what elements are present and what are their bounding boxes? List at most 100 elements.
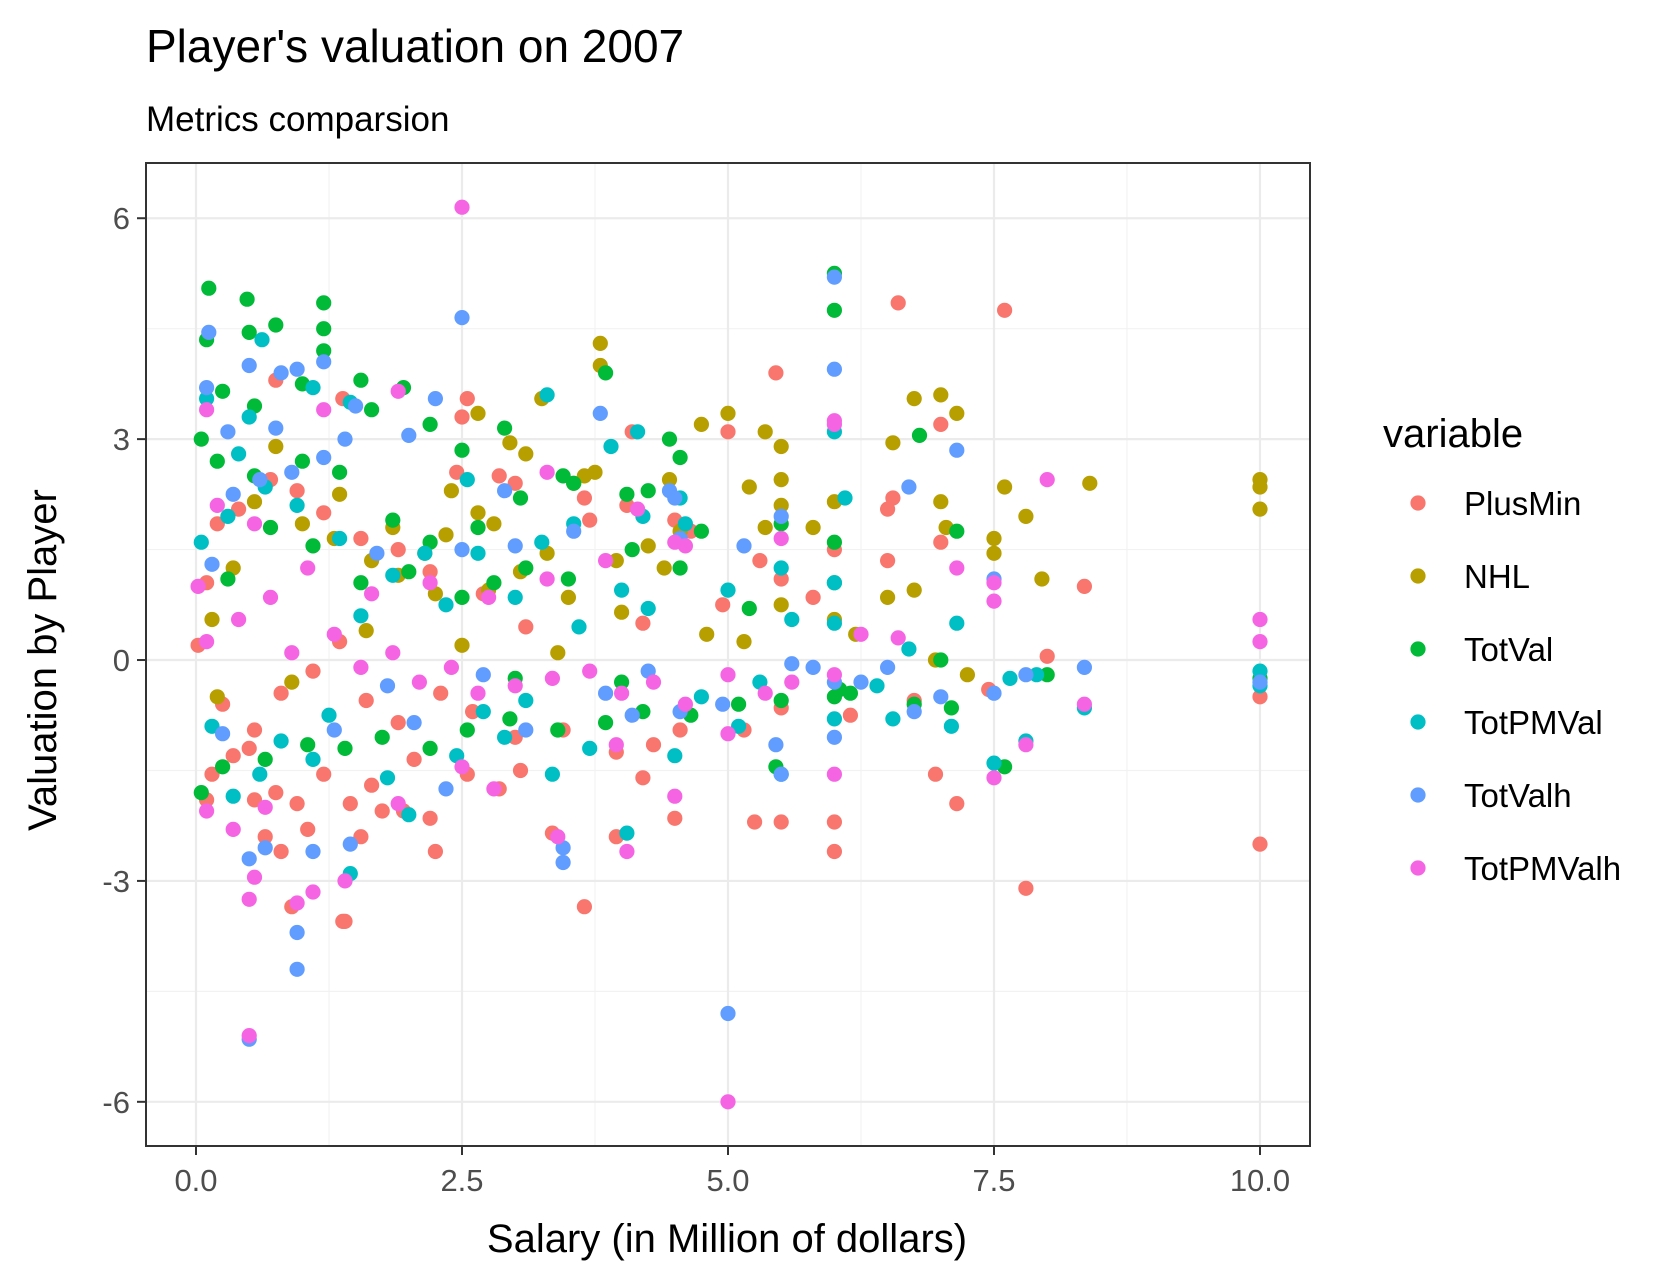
data-point	[693, 689, 710, 705]
data-point	[470, 545, 486, 561]
data-point	[337, 740, 353, 757]
data-point	[353, 829, 369, 845]
data-point	[943, 700, 960, 716]
data-point	[986, 685, 1002, 701]
data-point	[880, 589, 896, 606]
data-point	[1076, 578, 1092, 595]
data-point	[385, 567, 401, 583]
data-point	[534, 534, 550, 550]
data-point	[502, 435, 518, 451]
data-point	[470, 519, 486, 536]
data-point	[672, 449, 688, 466]
data-point	[645, 737, 662, 753]
data-point	[720, 582, 736, 598]
data-point	[491, 468, 507, 484]
data-point	[422, 740, 438, 757]
data-point	[661, 472, 678, 488]
x-tick-label: 10.0	[1230, 1163, 1290, 1198]
data-point	[1002, 670, 1018, 687]
data-point	[539, 571, 555, 587]
data-point	[986, 545, 1002, 561]
data-point	[619, 486, 635, 502]
data-point	[209, 497, 225, 513]
grid-lines	[146, 163, 1310, 1146]
data-point	[731, 696, 747, 712]
data-point	[826, 534, 843, 550]
data-point	[353, 659, 369, 676]
data-point	[608, 553, 624, 569]
data-point	[337, 873, 353, 889]
data-point	[316, 295, 332, 311]
data-point	[209, 453, 225, 469]
data-point	[640, 483, 656, 499]
data-point	[885, 435, 901, 451]
data-point	[773, 597, 789, 613]
data-point	[949, 796, 965, 812]
data-point	[225, 486, 241, 502]
data-point	[215, 383, 231, 399]
data-point	[773, 472, 789, 488]
data-point	[199, 380, 215, 396]
legend-item-totval: TotVal	[1410, 631, 1553, 668]
data-point	[986, 530, 1002, 547]
data-point	[1076, 696, 1092, 712]
data-point	[449, 464, 465, 480]
data-point	[635, 615, 651, 631]
data-point	[289, 895, 305, 911]
x-axis-title: Salary (in Million of dollars)	[487, 1217, 967, 1261]
data-point	[1034, 571, 1050, 587]
data-point	[241, 1028, 257, 1044]
data-point	[1039, 472, 1055, 488]
data-point	[289, 924, 305, 941]
data-point	[869, 678, 885, 694]
data-point	[656, 560, 672, 576]
data-point	[379, 678, 396, 694]
chart-title: Player's valuation on 2007	[146, 20, 684, 72]
x-tick-label: 2.5	[440, 1163, 483, 1198]
data-point	[741, 600, 757, 617]
data-point	[358, 623, 374, 639]
data-point	[736, 538, 752, 554]
data-point	[518, 560, 534, 576]
data-point	[619, 825, 635, 841]
data-point	[369, 545, 385, 561]
data-point	[294, 453, 310, 469]
data-point	[193, 785, 209, 801]
data-point	[273, 843, 289, 860]
data-point	[353, 608, 369, 624]
data-point	[512, 762, 529, 779]
data-point	[353, 372, 369, 388]
data-point	[406, 715, 422, 731]
data-point	[300, 560, 316, 576]
data-point	[459, 722, 475, 738]
data-point	[1018, 667, 1034, 683]
data-point	[262, 519, 279, 536]
data-point	[417, 545, 433, 561]
legend-label: PlusMin	[1464, 485, 1581, 522]
data-point	[518, 722, 534, 738]
data-point	[284, 464, 300, 480]
data-point	[342, 796, 358, 812]
data-point	[693, 523, 710, 539]
data-point	[539, 464, 555, 480]
legend-item-totvalh: TotValh	[1410, 777, 1572, 814]
data-point	[486, 516, 502, 532]
data-point	[582, 740, 598, 757]
data-point	[826, 615, 843, 631]
data-point	[454, 637, 470, 653]
data-point	[257, 751, 273, 768]
data-point	[826, 416, 843, 432]
data-point	[284, 674, 300, 690]
data-point	[507, 475, 523, 491]
data-point	[773, 508, 789, 524]
data-point	[486, 575, 502, 591]
data-point	[332, 530, 348, 547]
data-point	[438, 781, 454, 797]
data-point	[614, 685, 630, 701]
data-point	[720, 726, 736, 742]
data-point	[358, 692, 374, 709]
data-point	[614, 582, 630, 598]
data-point	[454, 442, 470, 458]
data-point	[927, 766, 944, 782]
